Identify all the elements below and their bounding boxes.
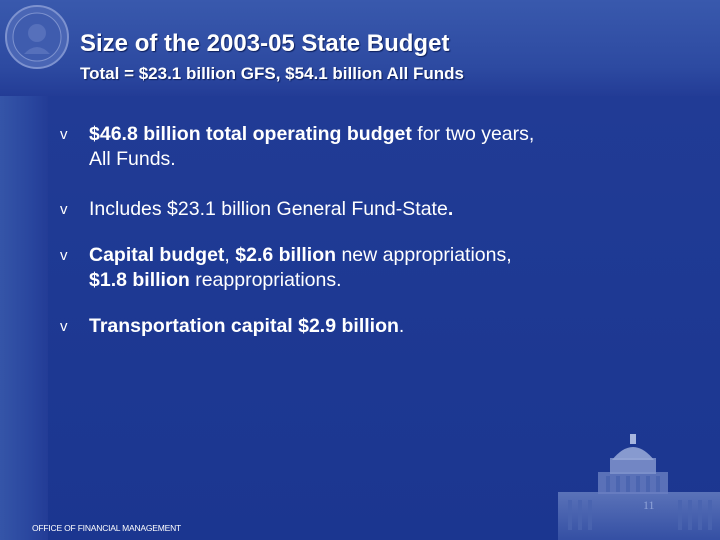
bullet-item: v Transportation capital $2.9 billion. <box>60 314 404 339</box>
bullet-item: v $46.8 billion total operating budget f… <box>60 122 534 172</box>
bullet-item: v Includes $23.1 billion General Fund-St… <box>60 197 453 222</box>
bullet-text: Includes $23.1 billion General Fund-Stat… <box>89 197 453 222</box>
bullet-bold-text: $46.8 billion total operating budget <box>89 123 412 145</box>
bullet-mark-icon: v <box>60 126 68 143</box>
bullet-end-punct: . <box>447 198 454 220</box>
bullet-item: v Capital budget, $2.6 billion new appro… <box>60 243 512 293</box>
bullet-bold-text: $1.8 billion <box>89 269 190 291</box>
bullet-bold-text: $2.6 billion <box>235 244 337 266</box>
header-band <box>0 0 720 96</box>
bullet-mark-icon: v <box>60 201 68 218</box>
bullet-text: $46.8 billion total operating budget for… <box>89 122 534 172</box>
bullet-plain-text: All Funds. <box>89 148 176 170</box>
bullet-plain-text: Includes $23.1 billion General Fund-Stat… <box>89 198 448 220</box>
bullet-mark-icon: v <box>60 318 68 335</box>
bullet-bold-text: Capital budget <box>89 244 225 266</box>
footer-text: OFFICE OF FINANCIAL MANAGEMENT <box>32 523 182 533</box>
capitol-building-image <box>558 434 720 540</box>
page-number: 11 <box>643 498 655 512</box>
bullet-text: Capital budget, $2.6 billion new appropr… <box>89 243 512 293</box>
slide-subtitle: Total = $23.1 billion GFS, $54.1 billion… <box>80 64 464 83</box>
bullet-mark-icon: v <box>60 247 68 264</box>
bullet-plain-text: reappropriations. <box>189 269 342 291</box>
bullet-plain-text: , <box>224 244 236 266</box>
bullet-plain-text: new appropriations, <box>336 244 512 266</box>
state-seal-icon <box>5 5 69 69</box>
bullet-plain-text: . <box>398 315 405 337</box>
bullet-bold-text: Transportation capital $2.9 billion <box>89 315 399 337</box>
bullet-text: Transportation capital $2.9 billion. <box>89 314 404 339</box>
bullet-plain-text: for two years, <box>411 123 535 145</box>
slide-title: Size of the 2003-05 State Budget <box>80 30 450 57</box>
